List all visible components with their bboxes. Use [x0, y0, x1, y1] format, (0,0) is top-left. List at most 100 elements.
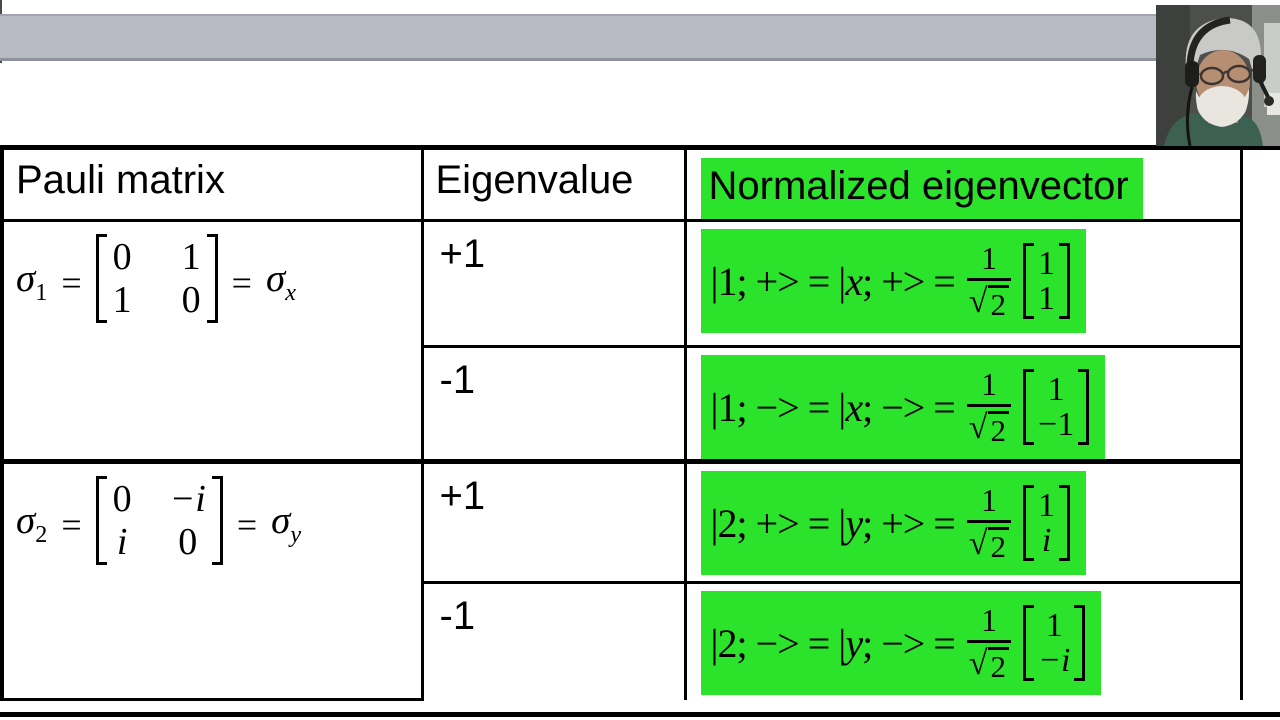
- radicand: 2: [987, 285, 1010, 320]
- sigma-glyph: σ: [16, 257, 36, 300]
- header-pauli-matrix: Pauli matrix: [0, 150, 424, 222]
- sigma1-symbol: σ1: [16, 256, 47, 307]
- sigma-subscript: y: [290, 520, 302, 548]
- matrix-entry: i: [116, 520, 128, 563]
- sigma-glyph: σ: [16, 499, 36, 542]
- vector-entry: 1: [1045, 606, 1063, 644]
- green-highlight: Normalized eigenvector: [700, 158, 1143, 218]
- ket-formula: |1; +> = |x; +> =: [711, 258, 956, 305]
- sigma-y-symbol: σy: [271, 498, 301, 549]
- table-row-sigma2-minus: -1 |2; −> = |y; −> = 1 √ 2 1 −i: [2, 581, 1243, 700]
- webcam-overlay: [1156, 5, 1280, 146]
- fraction-denominator: √ 2: [966, 520, 1012, 562]
- ket-post: ; +> =: [862, 258, 956, 304]
- header-normalized-eigenvector: Normalized eigenvector: [683, 150, 1243, 222]
- presenter-webcam-video: [1156, 5, 1280, 146]
- vector-entry: 1: [1047, 370, 1065, 408]
- sigma-subscript: x: [285, 278, 296, 306]
- sigma-subscript: 2: [35, 520, 48, 548]
- column-vector: 1 −i: [1023, 604, 1086, 682]
- vector-entry: 1: [1038, 244, 1056, 282]
- ket-pre: |2; −> = |: [710, 620, 847, 666]
- fraction-numerator: 1: [980, 240, 997, 276]
- eigenvalue-label: -1: [439, 358, 476, 402]
- fraction-numerator: 1: [980, 366, 997, 402]
- ket-post: ; −> =: [862, 384, 956, 430]
- right-bracket: [1074, 604, 1086, 682]
- sigma-subscript: 1: [35, 278, 48, 306]
- matrix-entry: 0: [112, 236, 132, 278]
- ket-var: x: [845, 384, 863, 430]
- ket-var: y: [845, 500, 863, 546]
- eigenvalue-cell: +1: [420, 219, 687, 348]
- ket-formula: |2; +> = |y; +> =: [711, 500, 956, 547]
- left-bracket: [95, 476, 107, 566]
- ket-formula: |2; −> = |y; −> =: [710, 620, 956, 667]
- header-eigenvalue-label: Eigenvalue: [435, 158, 634, 202]
- eigenvalue-label: +1: [439, 232, 486, 276]
- sqrt-symbol: √: [968, 283, 988, 320]
- header-row: Pauli matrix Eigenvalue Normalized eigen…: [0, 150, 1243, 222]
- fraction-one-over-sqrt2: 1 √ 2: [966, 240, 1012, 320]
- toolbar-strip: [0, 14, 1280, 61]
- matrix-entry: 0: [181, 278, 201, 321]
- header-pauli-matrix-label: Pauli matrix: [16, 158, 225, 202]
- ket-var: y: [845, 620, 863, 666]
- vector-entries: 1 −i: [1034, 605, 1074, 682]
- table-bottom-border: [0, 712, 1280, 717]
- fraction-one-over-sqrt2: 1 √ 2: [966, 366, 1012, 446]
- green-highlight: |2; −> = |y; −> = 1 √ 2 1 −i: [700, 591, 1102, 695]
- eigenvalue-label: +1: [439, 474, 486, 518]
- right-bracket: [1059, 484, 1071, 562]
- fraction-numerator: 1: [980, 602, 997, 638]
- fraction-numerator: 1: [980, 482, 997, 518]
- matrix-entry: 1: [181, 236, 201, 278]
- ket-post: ; −> =: [862, 620, 956, 666]
- ket-post: ; +> =: [862, 500, 956, 546]
- fraction-denominator: √ 2: [966, 404, 1012, 446]
- radicand: 2: [987, 527, 1010, 562]
- column-vector: 1 −1: [1023, 368, 1090, 446]
- matrix-entry: 0: [112, 478, 132, 520]
- left-bracket: [1023, 604, 1035, 682]
- sigma-glyph: σ: [271, 499, 291, 542]
- matrix-entry: −i: [169, 478, 206, 520]
- table-row-sigma1-minus: -1 |1; −> = |x; −> = 1 √ 2 1 −1: [2, 345, 1243, 463]
- ket-formula: |1; −> = |x; −> =: [710, 384, 956, 431]
- pauli-matrix-table: Pauli matrix Eigenvalue Normalized eigen…: [0, 150, 1243, 701]
- fraction-one-over-sqrt2: 1 √ 2: [966, 602, 1012, 682]
- fraction-denominator: √ 2: [966, 640, 1012, 682]
- eigenvalue-cell: +1: [420, 459, 687, 584]
- ket-pre: |1; −> = |: [710, 384, 847, 430]
- eigenvalue-cell: -1: [420, 345, 687, 463]
- left-bracket: [1023, 368, 1035, 446]
- sigma-glyph: σ: [265, 257, 286, 300]
- eigenvector-cell: |1; −> = |x; −> = 1 √ 2 1 −1: [683, 345, 1243, 463]
- vector-entry: 1: [1038, 486, 1056, 524]
- fraction-denominator: √ 2: [966, 278, 1012, 320]
- left-bracket: [95, 234, 107, 324]
- matrix-entry: 1: [112, 278, 132, 321]
- left-bracket: [1023, 484, 1035, 562]
- right-bracket: [206, 234, 218, 324]
- table-top-border: [0, 145, 1280, 150]
- ket-var: x: [845, 258, 863, 304]
- radicand: 2: [987, 411, 1010, 446]
- header-eigenvalue: Eigenvalue: [420, 150, 687, 222]
- vector-entry: −1: [1038, 406, 1075, 443]
- eigenvalue-label: -1: [439, 594, 476, 638]
